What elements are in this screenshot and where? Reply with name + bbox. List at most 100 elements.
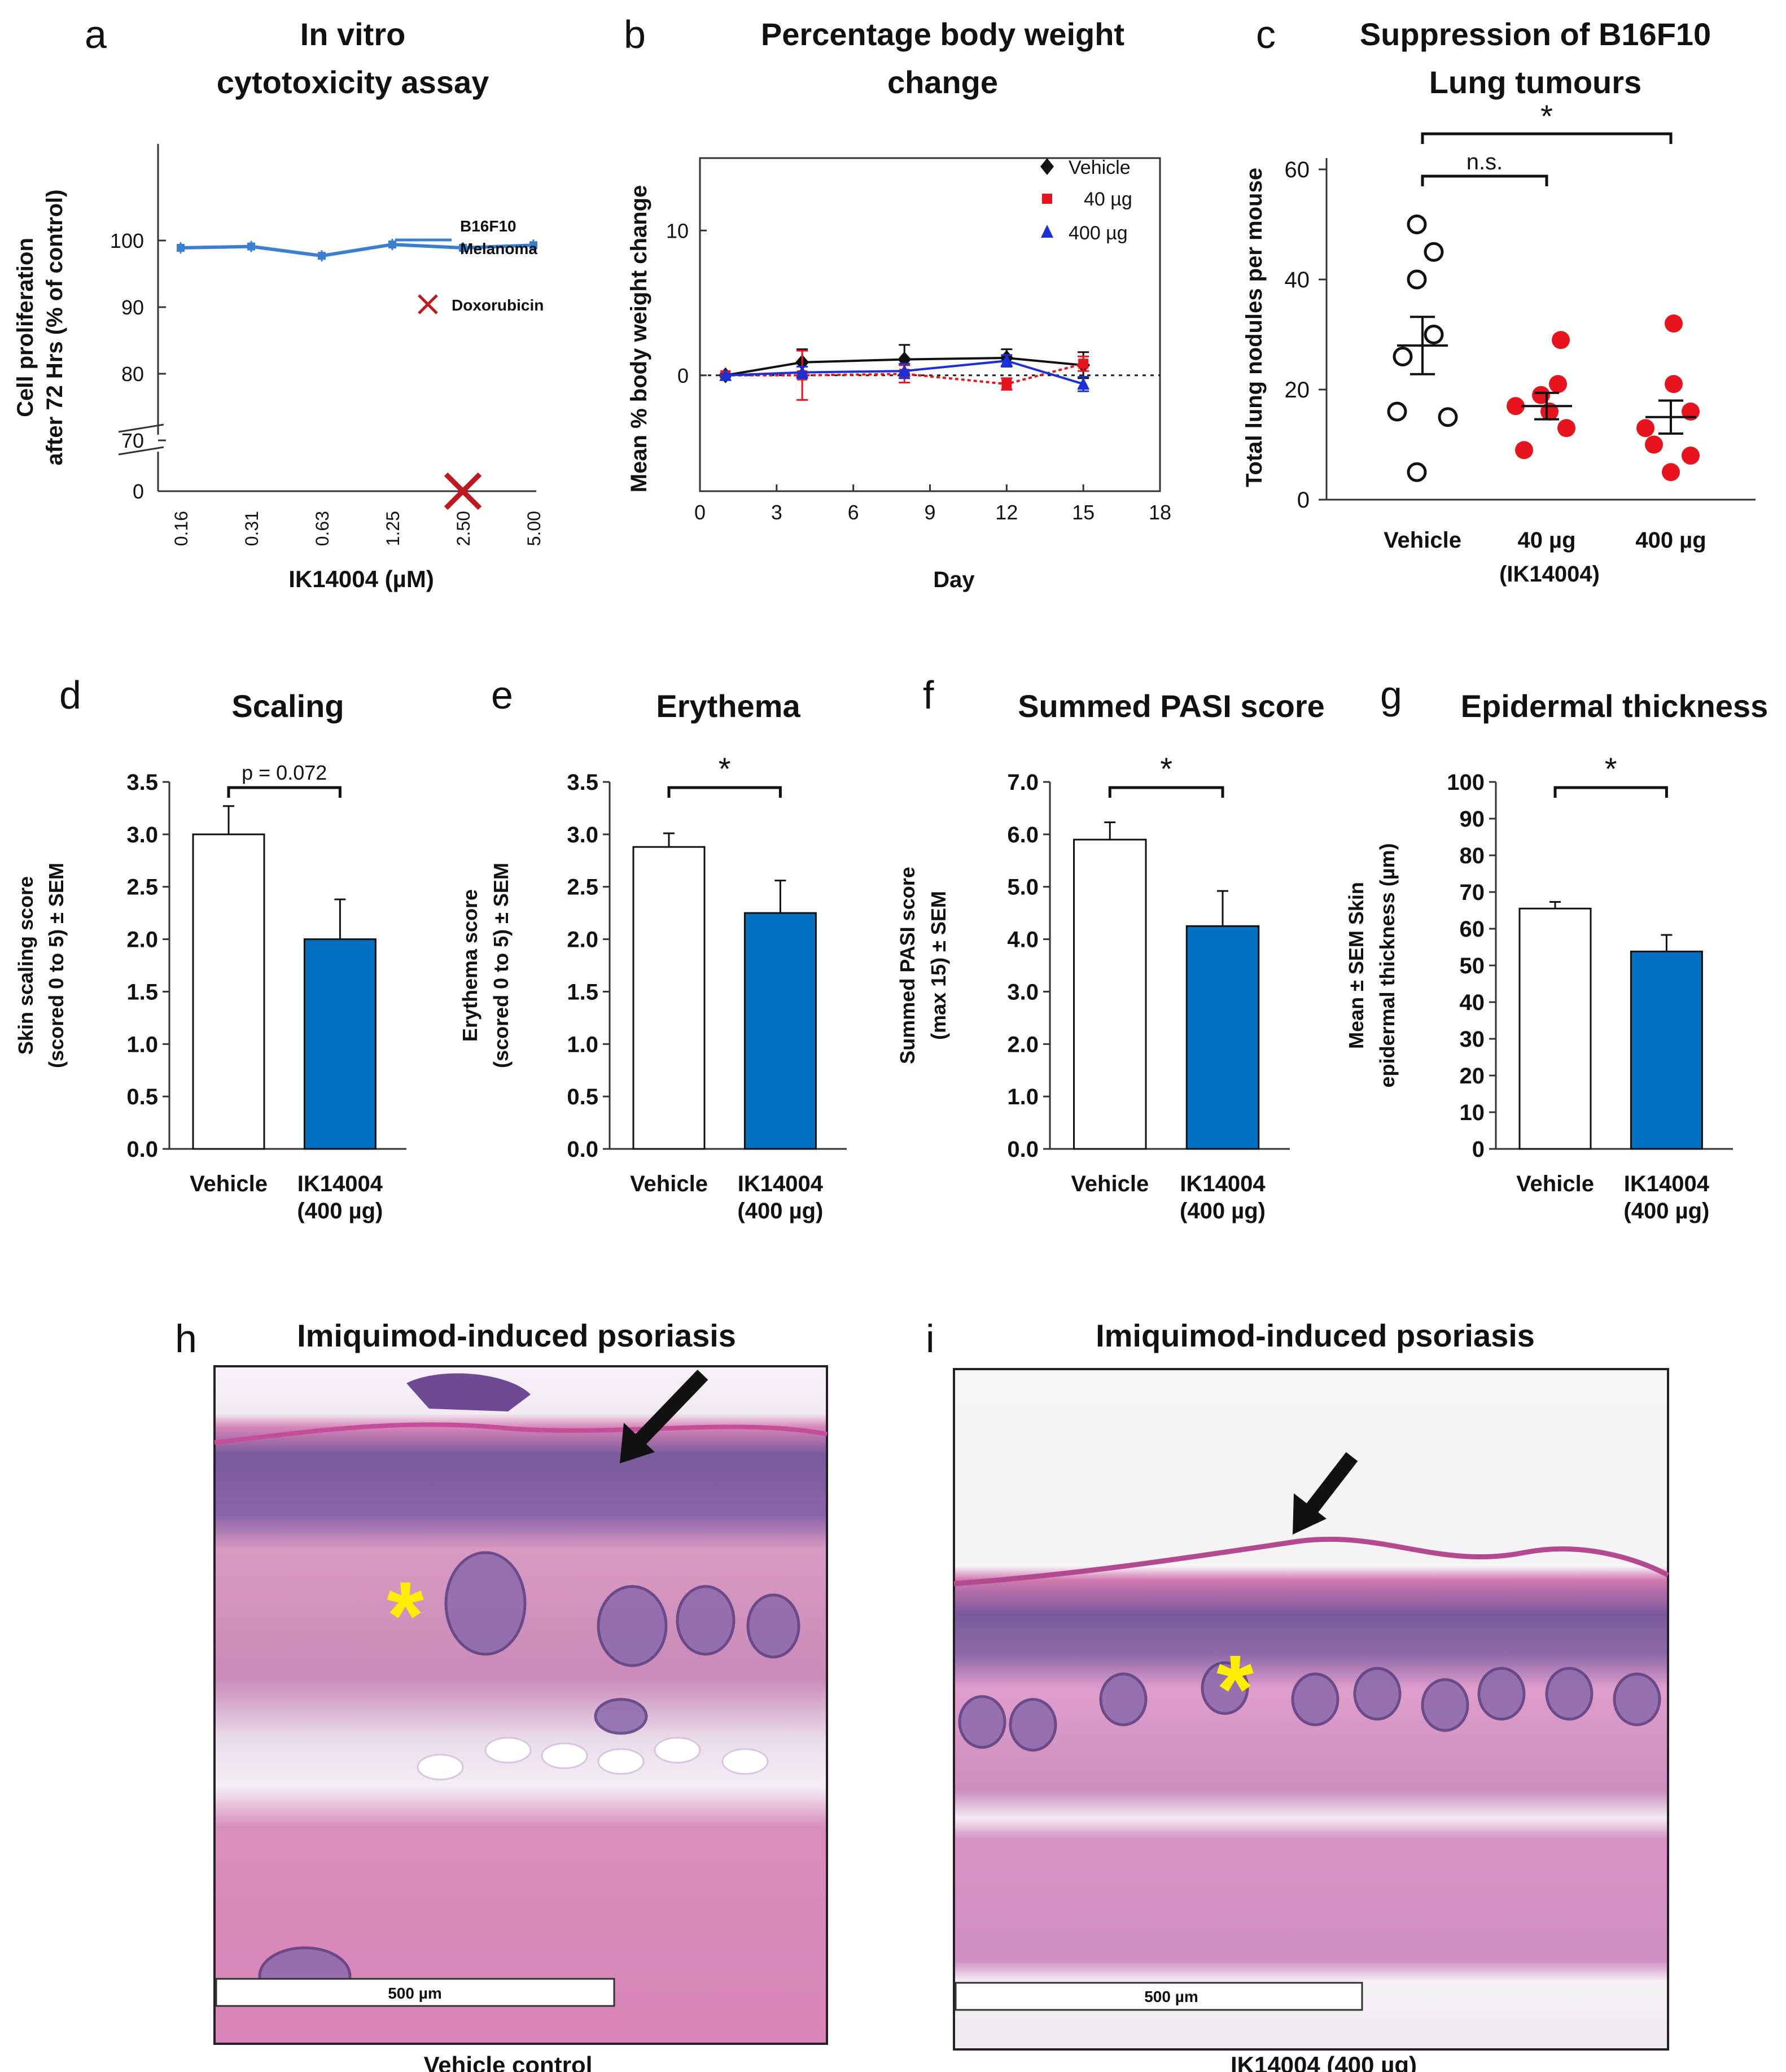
panel-i-caption: IK14004 (400 µg) <box>1231 2052 1417 2072</box>
panel-i-follicles <box>958 1661 1661 1752</box>
panel-c-points <box>1387 215 1700 482</box>
panel-letter-h: h <box>175 1317 197 1361</box>
panel-h-fat-cell <box>417 1754 464 1781</box>
panel-d-ytick-label: 0.5 <box>126 1085 158 1109</box>
panel-c-brackets: n.s. * <box>1421 98 1673 186</box>
panel-g-errorbar <box>1549 901 1561 909</box>
panel-c-ytick-label: 40 <box>1285 268 1310 292</box>
panel-e-ytick-label: 3.0 <box>567 823 598 847</box>
panel-a-legend-x-icon <box>418 294 438 314</box>
panel-b-legend-vehicle-marker <box>1040 158 1054 175</box>
panel-e-category-label: IK14004 <box>738 1171 824 1196</box>
panel-c-point <box>1636 419 1654 438</box>
panel-b-point <box>1001 379 1012 390</box>
panel-a-ylabel-line1: Cell proliferation <box>13 238 38 417</box>
panel-i-follicle <box>1613 1672 1661 1726</box>
panel-g-title: Epidermal thickness <box>1461 688 1769 724</box>
panel-b-legend-vehicle: Vehicle <box>1069 157 1131 178</box>
panel-letter-b: b <box>624 12 646 56</box>
panel-g-ytick-label: 90 <box>1460 807 1485 832</box>
panel-g-ytick-label: 20 <box>1460 1064 1485 1089</box>
panel-c-point <box>1407 462 1427 482</box>
panel-h-scalebar <box>215 1978 615 2007</box>
panel-a-title-line1: In vitro <box>300 16 406 52</box>
panel-h-title: Imiquimod-induced psoriasis <box>297 1318 736 1353</box>
panel-h-fat-cell <box>541 1742 588 1769</box>
panel-c-mean-sem <box>1521 391 1572 421</box>
panel-b-legend-400: 400 µg <box>1069 222 1128 244</box>
panel-c-point <box>1515 441 1533 460</box>
panel-b-legend-40-marker <box>1042 194 1052 204</box>
panel-b-series-line <box>725 362 1084 386</box>
panel-a-legend-series-line2: Melanoma <box>460 240 537 257</box>
panel-letter-c: c <box>1256 12 1276 56</box>
panel-h-follicle <box>597 1585 668 1667</box>
panel-b-xtick-label: 3 <box>771 501 782 524</box>
bar-panels: d Scaling Skin scaling score (scored 0 to 5… <box>14 673 1768 1223</box>
panel-f-bracket <box>1108 786 1224 798</box>
panel-h-caption: Vehicle control <box>424 2052 593 2072</box>
panel-g-bar <box>1630 950 1703 1150</box>
panel-d-ytick-label: 2.0 <box>126 928 158 952</box>
panel-c-point <box>1557 419 1575 438</box>
panel-c-point <box>1407 269 1427 290</box>
panel-h-fat-cell <box>721 1748 769 1775</box>
panel-b-legend-400-marker <box>1041 225 1053 238</box>
panel-d-bar <box>303 938 377 1150</box>
panel-a-xticks: 0.16 0.31 0.63 1.25 2.50 5.00 <box>171 511 544 546</box>
panel-f-ytick-label: 3.0 <box>1007 980 1039 1004</box>
panel-letter-g: g <box>1380 673 1402 717</box>
panel-f-ytick-label: 2.0 <box>1007 1032 1039 1057</box>
panel-f-ylabel-line: Summed PASI score <box>896 867 919 1064</box>
panel-b-point <box>796 365 809 378</box>
panel-h-arrow-shaft <box>627 1369 708 1454</box>
panel-f-ytick-label: 5.0 <box>1007 875 1039 900</box>
panel-c: c Suppression of B16F10 Lung tumours Tot… <box>1242 12 1756 587</box>
panel-f-ytick-label: 1.0 <box>1007 1085 1039 1109</box>
panel-d-bracket <box>227 786 342 798</box>
panel-b-xtick-label: 9 <box>924 501 935 524</box>
panel-i-micrograph: * 500 µm <box>953 1368 1670 2051</box>
panel-b-xtick-label: 0 <box>694 501 706 524</box>
panel-c-point <box>1507 397 1525 416</box>
panel-b-legend-40: 40 µg <box>1084 189 1132 210</box>
panel-g-ytick-label: 80 <box>1460 843 1485 868</box>
panel-i-tissue <box>953 1368 1669 2051</box>
panel-f-bracket-label: * <box>1160 751 1172 786</box>
panel-b-ytick-label: 10 <box>666 219 689 242</box>
panel-a-ytick-label: 70 <box>121 429 144 452</box>
panel-h-follicle <box>594 1698 648 1735</box>
panel-f: f Summed PASI score Summed PASI score (max … <box>896 673 1325 1223</box>
panel-b-legend: Vehicle 40 µg 400 µg <box>1040 157 1132 244</box>
panel-e-ytick-label: 0.5 <box>567 1085 598 1109</box>
panel-g-errorbar <box>1661 934 1673 952</box>
panel-d: d Scaling Skin scaling score (scored 0 to 5… <box>14 673 406 1223</box>
panel-c-ytick-label: 20 <box>1285 378 1310 403</box>
panel-c-group-note: (IK14004) <box>1499 562 1600 587</box>
panel-c-bracket-sig <box>1421 132 1673 144</box>
panel-e: e Erythema Erythema score (scored 0 to 5) ±… <box>458 673 847 1223</box>
panel-g-ylabel-line: epidermal thickness (µm) <box>1376 843 1399 1088</box>
panel-i-arrow-head <box>1293 1493 1327 1535</box>
panel-h-fat-cell <box>484 1737 532 1764</box>
panel-d-title: Scaling <box>231 688 344 724</box>
panel-b-ticks: 0 3 6 9 12 15 18 0 10 <box>666 219 1171 524</box>
panel-f-ytick-label: 6.0 <box>1007 823 1039 847</box>
panel-h-scalebar-label: 500 µm <box>388 1984 442 2002</box>
panel-a: a In vitro cytotoxicity assay Cell proli… <box>13 12 544 592</box>
panel-e-title: Erythema <box>656 688 800 724</box>
panel-e-ytick-label: 3.5 <box>567 770 598 795</box>
panel-letter-a: a <box>85 12 107 56</box>
panel-e-bracket <box>667 786 782 798</box>
panel-i-scalebar <box>955 1982 1363 2011</box>
panel-h-follicle <box>676 1585 736 1656</box>
panel-a-points <box>177 239 537 262</box>
panel-d-ylabel-line: Skin scaling score <box>14 876 37 1055</box>
panel-c-bracket-sig-label: * <box>1540 98 1553 134</box>
panel-e-errorbar <box>774 880 786 913</box>
panel-e-bar <box>743 912 817 1150</box>
panel-f-ytick-label: 7.0 <box>1007 770 1039 795</box>
panel-h-follicle <box>746 1593 800 1659</box>
panel-e-category-label: (400 µg) <box>737 1199 823 1223</box>
panel-a-ytick-label: 100 <box>110 229 144 252</box>
